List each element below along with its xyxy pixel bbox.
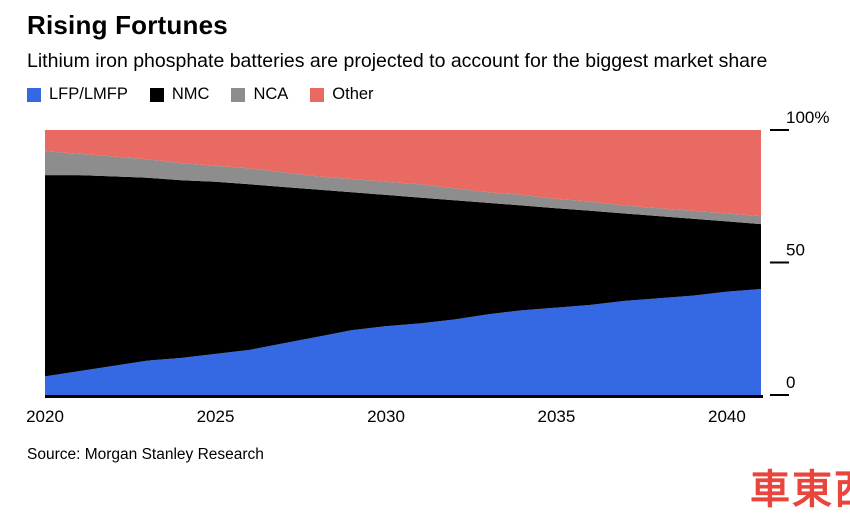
x-tick-label-2025: 2025 bbox=[197, 407, 235, 426]
source-note: Source: Morgan Stanley Research bbox=[27, 446, 264, 464]
y-tick-label-0: 0 bbox=[786, 373, 795, 392]
legend-swatch-lfp-lmfp bbox=[27, 87, 41, 102]
legend-item-lfp-lmfp: LFP/LMFP bbox=[27, 85, 128, 104]
legend-label-lfp-lmfp: LFP/LMFP bbox=[49, 85, 128, 104]
legend-label-nca: NCA bbox=[253, 85, 289, 104]
legend-label-other: Other bbox=[332, 85, 374, 104]
legend-item-other: Other bbox=[310, 85, 374, 104]
chart-canvas: 100% 50 0 2020 2025 2030 2035 2040 bbox=[26, 108, 829, 426]
area-nca bbox=[45, 151, 761, 225]
legend-label-nmc: NMC bbox=[171, 85, 210, 104]
legend-swatch-nca bbox=[231, 87, 246, 102]
y-tick-label-50: 50 bbox=[786, 241, 805, 260]
legend-item-nca: NCA bbox=[231, 85, 288, 104]
area-nmc bbox=[45, 175, 761, 377]
area-other bbox=[45, 130, 761, 217]
x-tick-label-2035: 2035 bbox=[537, 407, 575, 426]
legend-swatch-other bbox=[310, 87, 325, 102]
watermark: 車東西 bbox=[750, 468, 850, 512]
legend: LFP/LMFP NMC NCA Other bbox=[27, 85, 850, 104]
stacked-area-chart: 100% 50 0 2020 2025 2030 2035 2040 bbox=[0, 106, 850, 436]
x-tick-label-2040: 2040 bbox=[708, 407, 746, 426]
legend-swatch-nmc bbox=[149, 87, 164, 102]
chart-title: Rising Fortunes bbox=[27, 10, 228, 40]
x-tick-label-2030: 2030 bbox=[367, 407, 405, 426]
chart-subtitle: Lithium iron phosphate batteries are pro… bbox=[27, 50, 768, 73]
legend-item-nmc: NMC bbox=[149, 85, 210, 104]
chart-card: { "header": { "title": "Rising Fortunes"… bbox=[0, 10, 850, 517]
y-tick-label-100: 100% bbox=[786, 108, 829, 127]
x-tick-label-2020: 2020 bbox=[26, 407, 64, 426]
area-lfp-lmfp bbox=[45, 289, 761, 396]
